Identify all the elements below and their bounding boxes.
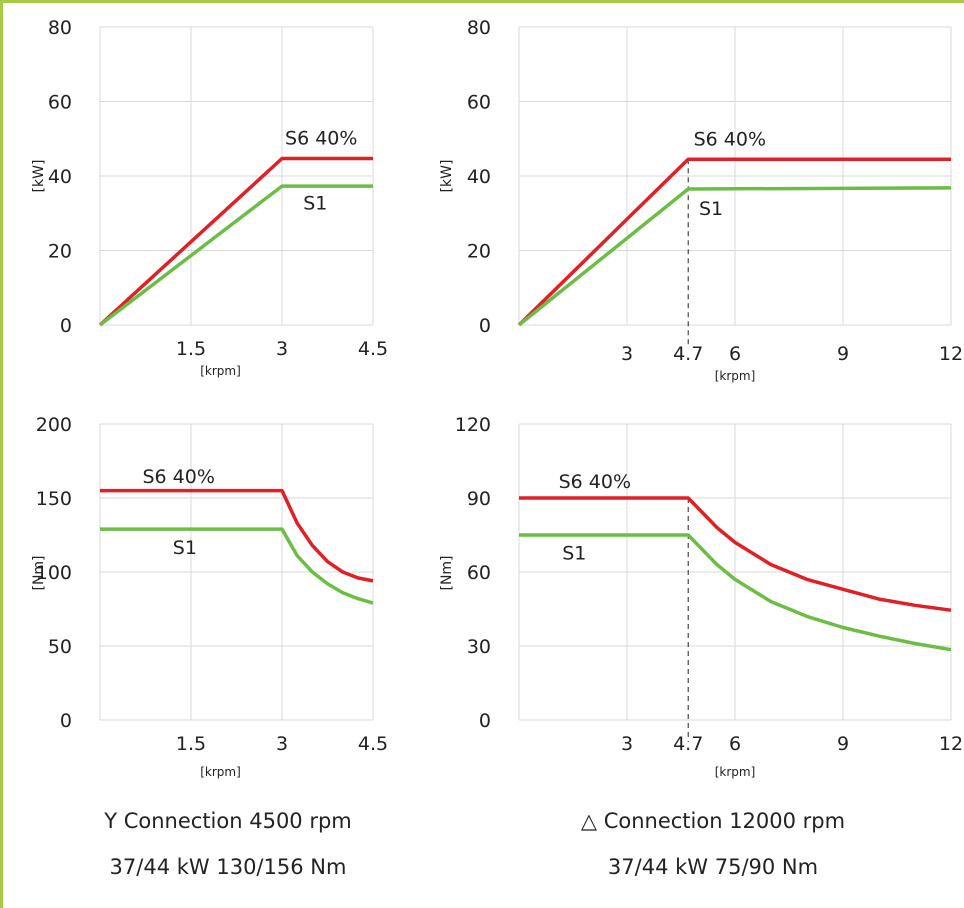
y-tick-label: 60 [467, 92, 491, 114]
x-tick-label: 4.5 [358, 733, 388, 755]
caption-right-line2: 37/44 kW 75/90 Nm [607, 855, 819, 879]
series-line-s6-40 [517, 157, 951, 327]
series-line-s6-40 [100, 488, 374, 583]
y-tick-label: 0 [60, 710, 72, 732]
series-label-s6-40: S6 40% [142, 466, 214, 488]
y-tick-label: 0 [479, 710, 491, 732]
x-axis-label: [krpm] [715, 765, 756, 779]
y-axis-label: [Nm] [31, 555, 47, 590]
x-tick-label: 4.7 [673, 733, 703, 755]
y-tick-label: 50 [48, 636, 72, 658]
x-tick-label: 6 [729, 733, 741, 755]
caption-right-line1: △ Connection 12000 rpm [580, 809, 846, 833]
x-tick-label: 4.5 [358, 338, 388, 360]
y-tick-label: 100 [36, 562, 72, 584]
chart-torque-y-connection: 0 50 100 150 200 1.5 3 4.5 [krpm] [Nm] S6 40% S1 [31, 414, 388, 779]
series-line-s1 [100, 527, 374, 605]
y-tick-label: 40 [467, 166, 491, 188]
x-tick-label: 1.5 [176, 733, 206, 755]
y-axis-label: [kW] [439, 160, 455, 193]
caption-left-line2: 37/44 kW 130/156 Nm [109, 855, 347, 879]
series-line-s6-40 [98, 156, 373, 327]
x-tick-label: 4.7 [673, 343, 703, 365]
x-tick-label: 9 [837, 343, 849, 365]
x-tick-label: 1.5 [176, 338, 206, 360]
series-line-s1 [98, 184, 373, 327]
series-label-s6-40: S6 40% [285, 127, 357, 149]
y-tick-label: 80 [467, 17, 491, 39]
x-tick-label: 9 [837, 733, 849, 755]
x-tick-label: 12 [939, 343, 963, 365]
y-tick-label: 40 [48, 166, 72, 188]
x-tick-label: 3 [276, 338, 288, 360]
y-tick-label: 0 [479, 315, 491, 337]
chart-torque-delta-connection: 0 30 60 90 120 3 4.7 6 9 12 [krpm] [Nm] S6 40% S1 [439, 414, 963, 779]
x-tick-label: 3 [276, 733, 288, 755]
x-axis-label: [krpm] [200, 364, 241, 378]
y-axis-label: [Nm] [439, 555, 455, 590]
caption-left-line1: Y Connection 4500 rpm [104, 809, 352, 833]
x-tick-label: 3 [621, 733, 633, 755]
series-label-s6-40: S6 40% [559, 471, 631, 493]
x-axis-label: [krpm] [715, 369, 756, 383]
series-line-s1 [517, 186, 952, 327]
chart-power-delta-connection: 0 20 40 60 80 3 4.7 6 9 12 [krpm] [kW] S6 40% S1 [439, 17, 963, 383]
x-axis-label: [krpm] [200, 765, 241, 779]
series-label-s1: S1 [562, 543, 586, 565]
series-label-s1: S1 [699, 198, 723, 220]
chart-power-y-connection: 0 20 40 60 80 1.5 3 4.5 [krpm] [kW] S6 40% S1 [31, 17, 388, 378]
y-axis-label: [kW] [31, 160, 47, 193]
series-line-s6-40 [519, 496, 952, 612]
x-tick-label: 3 [621, 343, 633, 365]
series-line-s1 [519, 533, 952, 652]
series-label-s1: S1 [303, 193, 327, 215]
series-label-s6-40: S6 40% [694, 128, 766, 150]
x-tick-label: 6 [729, 343, 741, 365]
x-tick-label: 12 [939, 733, 963, 755]
y-tick-label: 30 [467, 636, 491, 658]
y-tick-label: 20 [467, 241, 491, 263]
y-tick-label: 200 [36, 414, 72, 436]
y-tick-label: 0 [60, 315, 72, 337]
y-tick-label: 80 [48, 17, 72, 39]
y-tick-label: 60 [467, 562, 491, 584]
series-label-s1: S1 [173, 537, 197, 559]
y-tick-label: 120 [455, 414, 491, 436]
y-tick-label: 20 [48, 241, 72, 263]
y-tick-label: 60 [48, 92, 72, 114]
y-tick-label: 90 [467, 488, 491, 510]
y-tick-label: 150 [36, 488, 72, 510]
